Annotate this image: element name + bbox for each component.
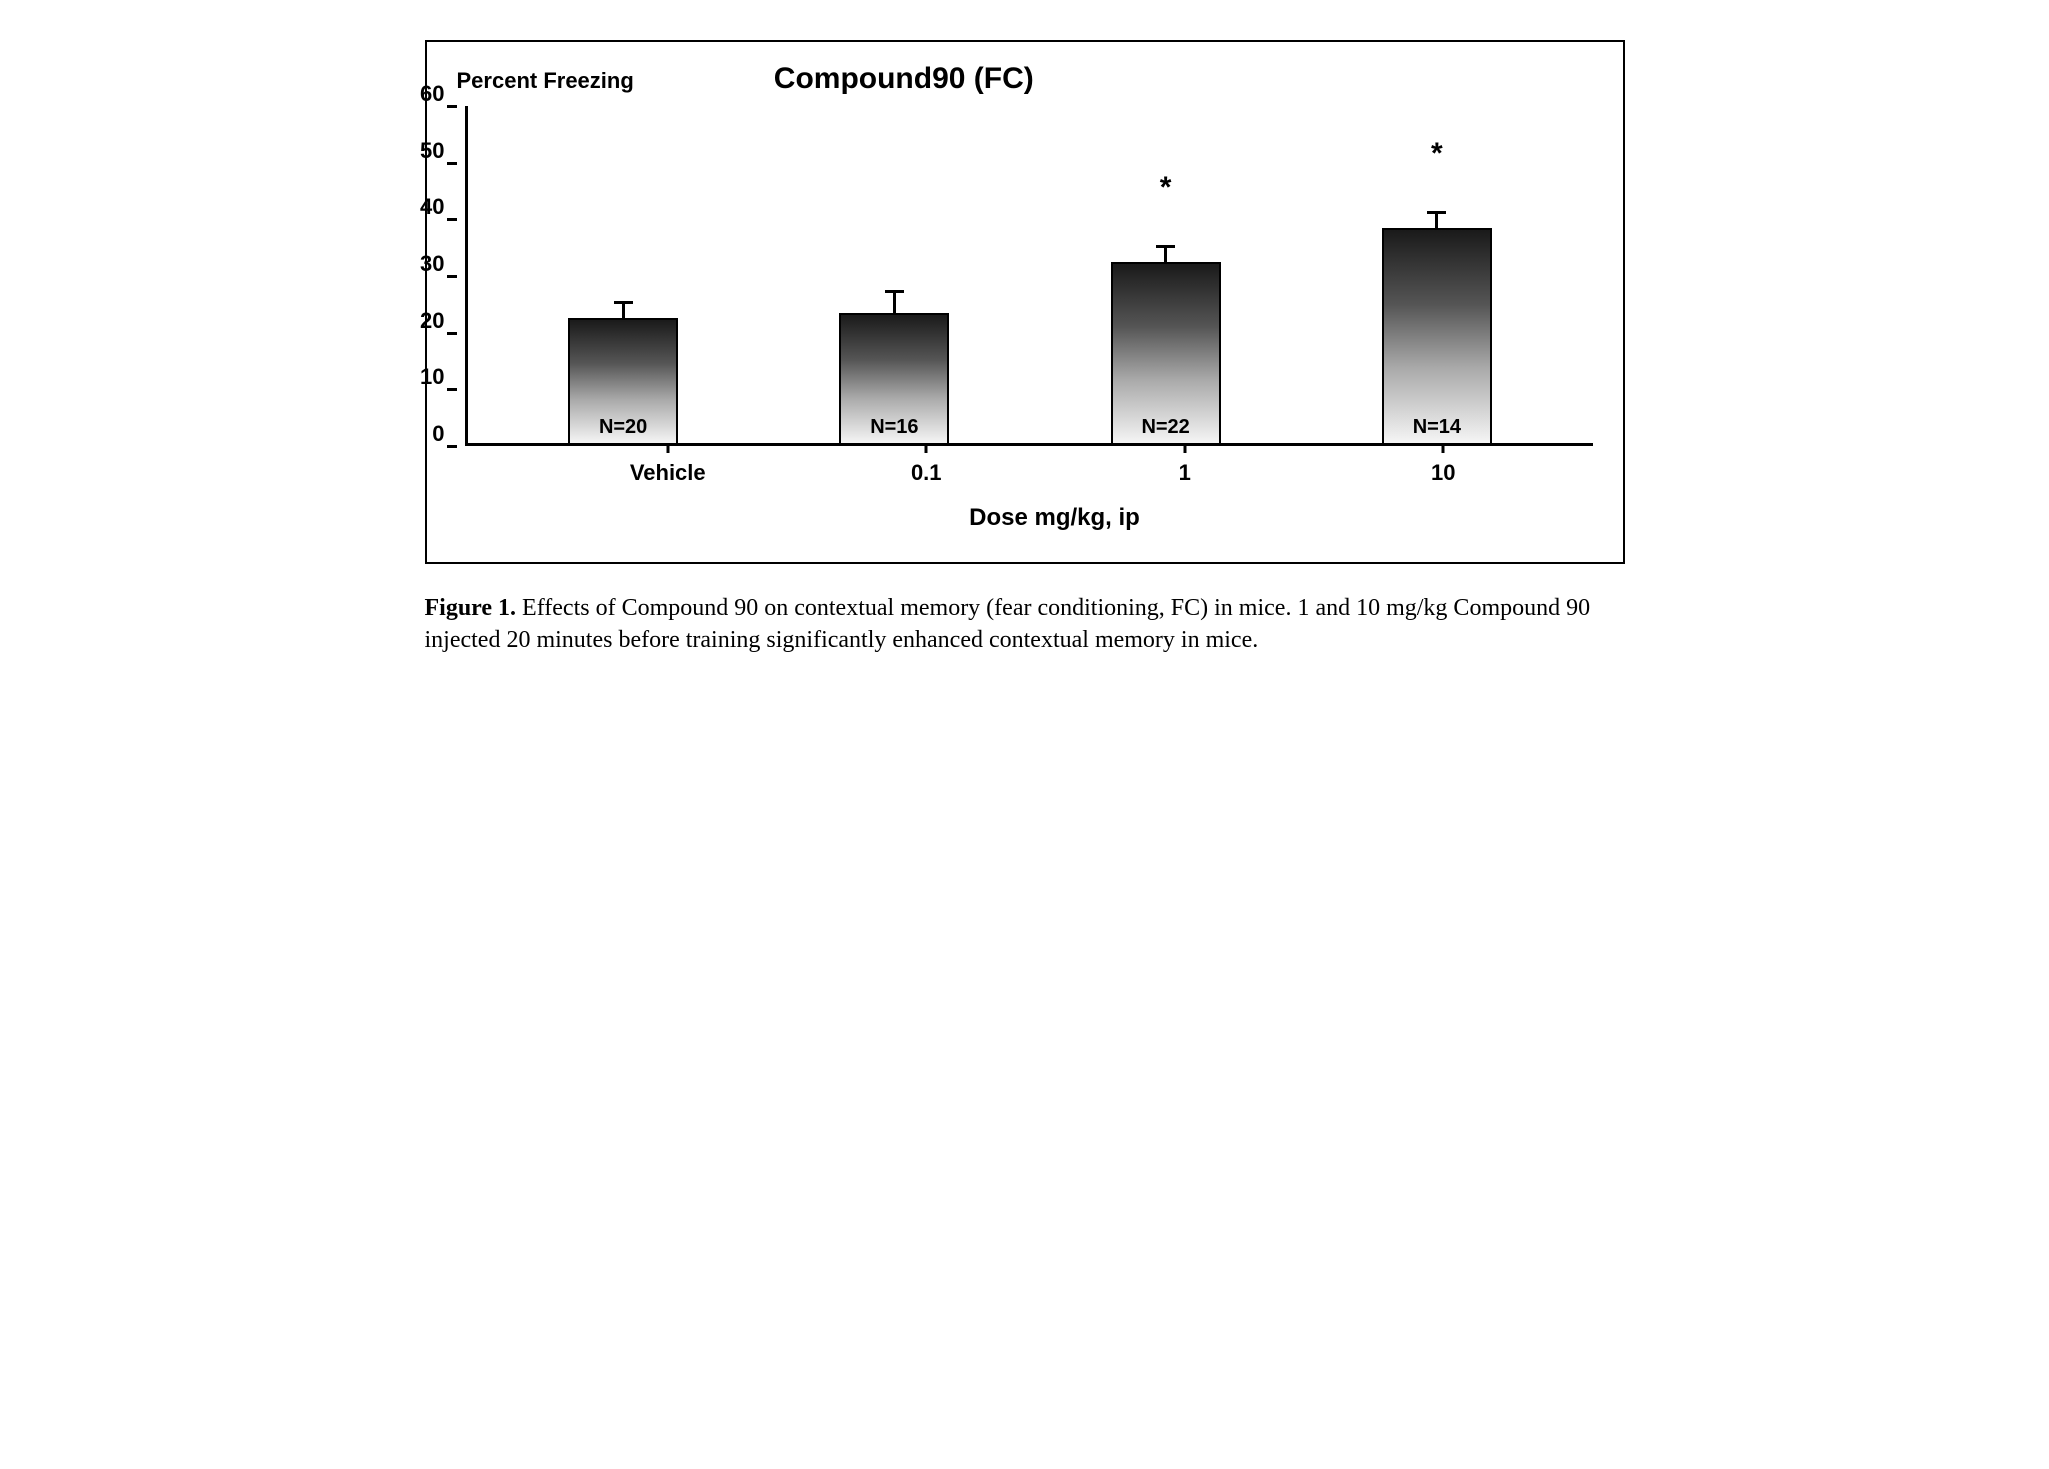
bar-slot: N=20 bbox=[515, 301, 732, 443]
x-tick-label: 1 bbox=[1081, 446, 1288, 486]
caption-text: Effects of Compound 90 on contextual mem… bbox=[425, 595, 1591, 653]
caption-lead: Figure 1. bbox=[425, 595, 517, 621]
bar-slot: *N=22 bbox=[1057, 245, 1274, 443]
error-bar bbox=[622, 301, 625, 318]
bar: N=22 bbox=[1111, 262, 1221, 443]
x-axis-label: Dose mg/kg, ip bbox=[517, 504, 1593, 532]
significance-marker: * bbox=[1431, 137, 1443, 171]
error-bar bbox=[893, 290, 896, 313]
bar-n-label: N=14 bbox=[1413, 416, 1461, 439]
error-bar bbox=[1164, 245, 1167, 262]
bar-slot: *N=14 bbox=[1328, 211, 1545, 443]
error-bar bbox=[1435, 211, 1438, 228]
chart-header: Percent Freezing Compound90 (FC) bbox=[457, 62, 1593, 96]
plot-row: 6050403020100 N=20N=16*N=22*N=14 bbox=[457, 106, 1593, 446]
bar-n-label: N=20 bbox=[599, 416, 647, 439]
chart-frame: Percent Freezing Compound90 (FC) 6050403… bbox=[425, 40, 1625, 564]
bar-slot: N=16 bbox=[786, 290, 1003, 443]
y-axis: 6050403020100 bbox=[457, 106, 465, 446]
figure-caption: Figure 1. Effects of Compound 90 on cont… bbox=[425, 592, 1605, 657]
significance-marker: * bbox=[1160, 171, 1172, 205]
x-tick-label: 10 bbox=[1340, 446, 1547, 486]
plot-area: N=20N=16*N=22*N=14 bbox=[465, 106, 1593, 446]
bar: N=20 bbox=[568, 318, 678, 443]
x-tick-label: Vehicle bbox=[564, 446, 771, 486]
bar: N=16 bbox=[839, 313, 949, 443]
bars-container: N=20N=16*N=22*N=14 bbox=[468, 106, 1593, 443]
y-axis-label: Percent Freezing bbox=[457, 68, 634, 94]
x-axis: Vehicle 0.1 1 10 bbox=[519, 446, 1593, 486]
bar-n-label: N=16 bbox=[870, 416, 918, 439]
chart-title: Compound90 (FC) bbox=[774, 62, 1034, 96]
x-tick-row: Vehicle 0.1 1 10 bbox=[519, 446, 1593, 486]
figure: Percent Freezing Compound90 (FC) 6050403… bbox=[425, 40, 1625, 657]
x-tick-label: 0.1 bbox=[823, 446, 1030, 486]
bar: N=14 bbox=[1382, 228, 1492, 443]
bar-n-label: N=22 bbox=[1141, 416, 1189, 439]
